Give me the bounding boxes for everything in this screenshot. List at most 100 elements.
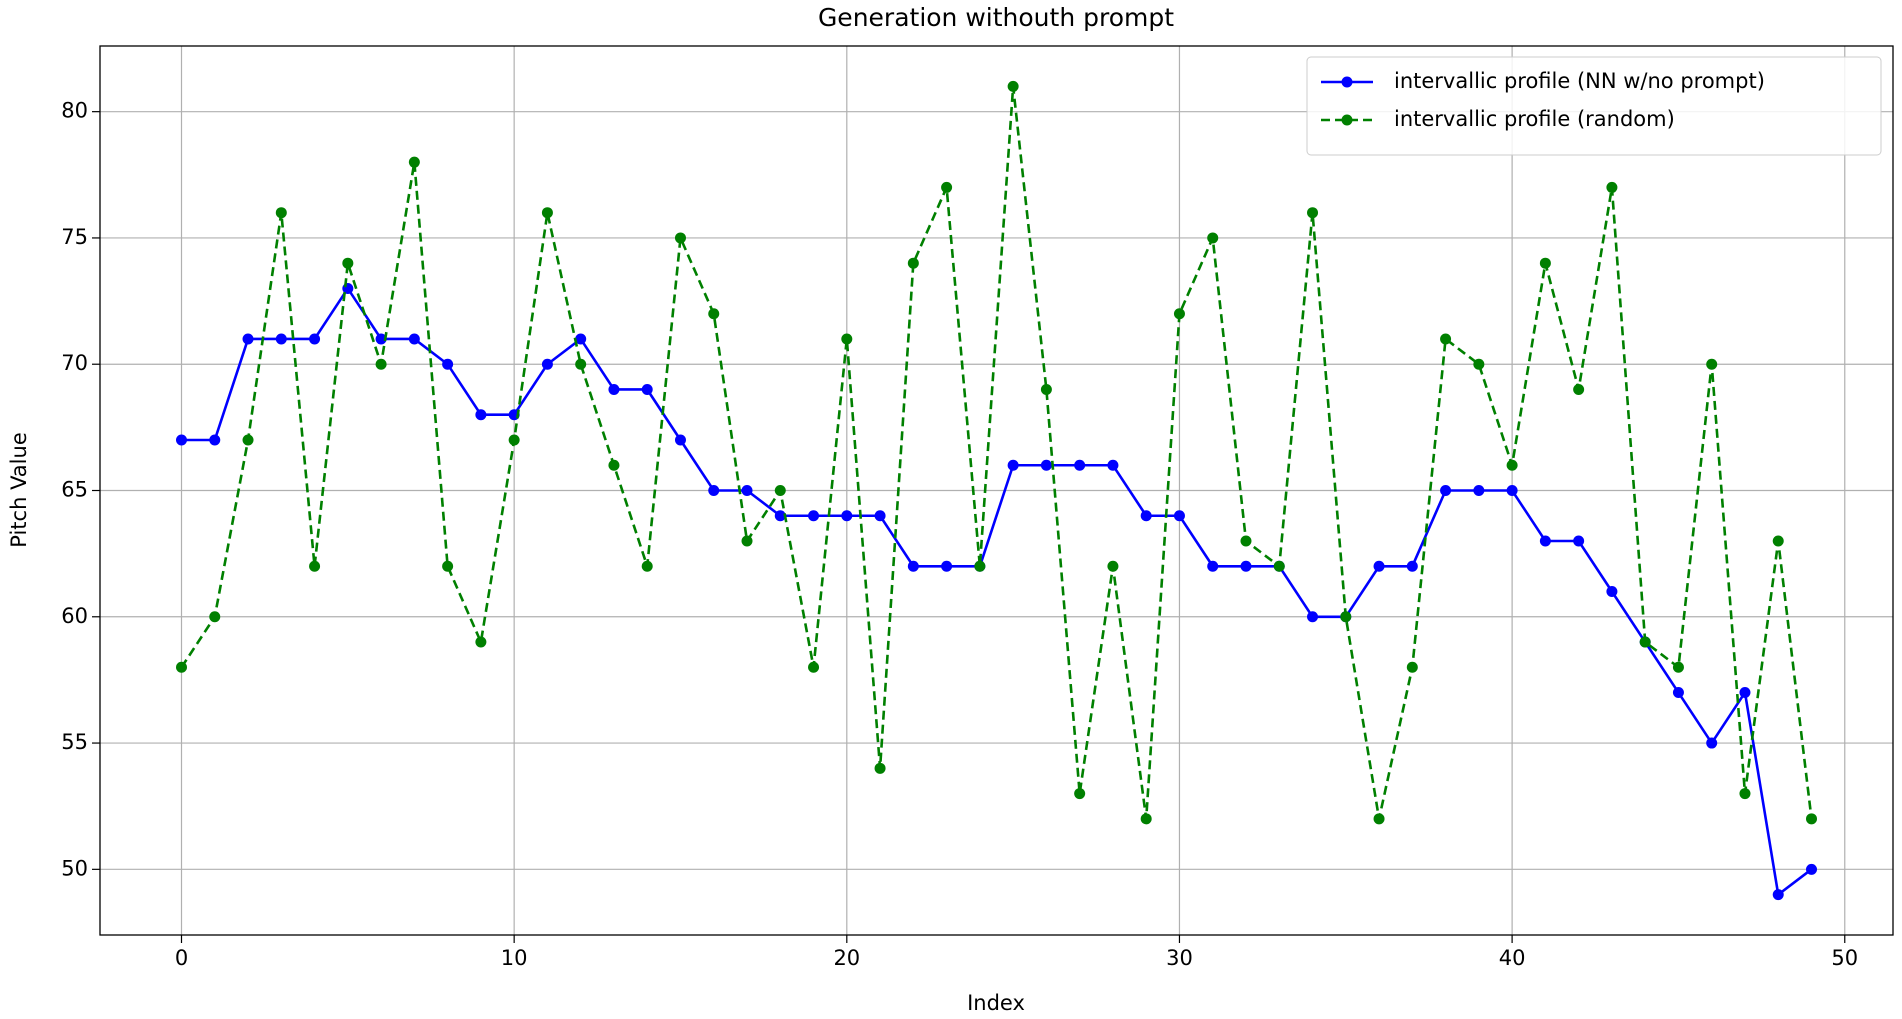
- data-point: [275, 207, 287, 219]
- data-point: [1606, 181, 1618, 193]
- x-tick-label: 10: [501, 946, 528, 970]
- data-point: [741, 485, 753, 496]
- data-point: [1107, 459, 1119, 471]
- data-point: [508, 434, 520, 446]
- x-tick-label: 40: [1499, 946, 1526, 970]
- data-point: [242, 434, 254, 446]
- data-point: [1240, 535, 1252, 547]
- y-tick-label: 65: [61, 478, 88, 502]
- data-point: [1473, 358, 1485, 370]
- x-tick-label: 30: [1166, 946, 1193, 970]
- data-point: [342, 257, 354, 269]
- series-line: [180, 86, 1813, 820]
- data-point: [907, 560, 919, 572]
- data-point: [1739, 788, 1751, 800]
- data-point: [874, 762, 886, 774]
- y-axis-label: Pitch Value: [7, 432, 31, 547]
- data-point: [1706, 737, 1718, 749]
- legend-box: [1306, 56, 1882, 156]
- data-point: [1440, 485, 1452, 496]
- data-point: [575, 333, 587, 345]
- data-point: [774, 485, 786, 496]
- data-point: [1706, 358, 1718, 370]
- data-point: [1173, 510, 1185, 522]
- data-point: [941, 560, 953, 572]
- data-point: [808, 510, 820, 522]
- data-point: [575, 358, 587, 370]
- x-tick-label: 0: [175, 946, 188, 970]
- data-point: [774, 510, 786, 522]
- data-point: [641, 560, 653, 572]
- data-point: [1506, 459, 1518, 471]
- data-point: [1806, 863, 1817, 875]
- data-point: [1340, 611, 1352, 623]
- legend-label: intervallic profile (NN w/no prompt): [1394, 69, 1765, 93]
- data-point: [608, 459, 620, 471]
- data-point: [1606, 586, 1618, 598]
- data-point: [708, 485, 720, 496]
- data-point: [176, 434, 187, 446]
- y-tick-label: 50: [61, 856, 88, 880]
- data-point: [1140, 510, 1152, 522]
- data-point: [841, 510, 853, 522]
- data-point: [1140, 813, 1152, 825]
- data-point: [375, 358, 387, 370]
- data-point: [1473, 485, 1485, 496]
- data-point: [176, 661, 187, 673]
- x-tick-label: 50: [1831, 946, 1858, 970]
- data-point: [1573, 535, 1585, 547]
- data-point: [641, 383, 653, 395]
- data-point: [475, 409, 487, 421]
- y-tick-label: 75: [61, 225, 88, 249]
- data-point: [1406, 661, 1418, 673]
- data-point: [442, 560, 454, 572]
- data-point: [1207, 560, 1219, 572]
- data-point: [1573, 383, 1585, 395]
- data-point: [209, 434, 221, 446]
- y-tick-label: 60: [61, 604, 88, 628]
- data-point: [1173, 308, 1185, 320]
- data-point: [1406, 560, 1418, 572]
- data-point: [1074, 788, 1086, 800]
- data-point: [1739, 687, 1751, 699]
- data-point: [275, 333, 287, 345]
- series-line: [181, 286, 1813, 897]
- data-point: [1307, 207, 1319, 219]
- data-point: [1107, 560, 1119, 572]
- data-point: [1772, 535, 1784, 547]
- data-point: [1440, 333, 1452, 345]
- legend-marker: [1341, 76, 1353, 88]
- y-tick-label: 55: [61, 730, 88, 754]
- x-axis-label: Index: [967, 991, 1025, 1015]
- data-point: [209, 611, 221, 623]
- data-point: [1040, 459, 1052, 471]
- data-point: [309, 333, 321, 345]
- y-tick-label: 80: [61, 99, 88, 123]
- data-point: [674, 232, 686, 244]
- data-point: [1007, 459, 1019, 471]
- data-point: [708, 308, 720, 320]
- data-point: [1373, 560, 1385, 572]
- y-tick-label: 70: [61, 351, 88, 375]
- data-point: [1806, 813, 1817, 825]
- legend: intervallic profile (NN w/no prompt) inte…: [1306, 56, 1882, 156]
- data-point: [808, 661, 820, 673]
- data-point: [941, 181, 953, 193]
- data-point: [1007, 80, 1019, 92]
- data-point: [741, 535, 753, 547]
- data-point: [1772, 889, 1784, 901]
- data-point: [874, 510, 886, 522]
- data-point: [1074, 459, 1086, 471]
- chart-title: Generation withouth prompt: [818, 3, 1174, 32]
- data-point: [1373, 813, 1385, 825]
- legend-label: intervallic profile (random): [1394, 107, 1675, 131]
- data-point: [1539, 535, 1551, 547]
- data-point: [1672, 687, 1684, 699]
- data-point: [1539, 257, 1551, 269]
- data-point: [375, 333, 387, 345]
- data-point: [541, 358, 553, 370]
- data-point: [475, 636, 487, 648]
- data-point: [1240, 560, 1252, 572]
